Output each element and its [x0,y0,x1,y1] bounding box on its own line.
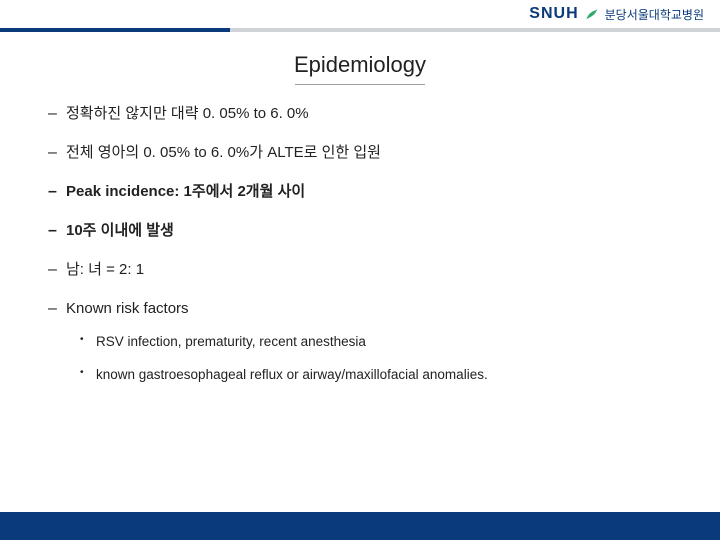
bullet-item: Known risk factors RSV infection, prematu… [48,298,672,385]
bullet-text: 10주 이내에 발생 [66,222,174,239]
slide-page: SNUH 분당서울대학교병원 Epidemiology 정확하진 않지만 대략 … [0,0,720,540]
bullet-item: 전체 영아의 0. 05% to 6. 0%가 ALTE로 인한 입원 [48,142,672,163]
content-area: Epidemiology 정확하진 않지만 대략 0. 05% to 6. 0%… [0,32,720,540]
bullet-text: Known risk factors [66,300,189,317]
bullet-list: 정확하진 않지만 대략 0. 05% to 6. 0% 전체 영아의 0. 05%… [48,103,672,385]
org-logo: SNUH 분당서울대학교병원 [529,5,704,23]
sub-bullet-item: known gastroesophageal reflux or airway/… [66,366,672,385]
page-title: Epidemiology [48,46,672,84]
bullet-item: Peak incidence: 1주에서 2개월 사이 [48,181,672,202]
logo-text: SNUH [529,5,578,23]
sub-bullet-item: RSV infection, prematurity, recent anest… [66,333,672,352]
bullet-text: Peak incidence: 1주에서 2개월 사이 [66,183,305,200]
bullet-item: 10주 이내에 발생 [48,220,672,241]
sub-bullet-text: RSV infection, prematurity, recent anest… [96,334,366,349]
footer-bar [0,512,720,540]
leaf-icon [585,7,599,21]
bullet-text: 남: 녀 = 2: 1 [66,261,144,278]
sub-bullet-text: known gastroesophageal reflux or airway/… [96,367,488,382]
bullet-item: 남: 녀 = 2: 1 [48,259,672,280]
bullet-text: 정확하진 않지만 대략 0. 05% to 6. 0% [66,105,309,122]
logo-sub-text: 분당서울대학교병원 [605,6,704,23]
sub-bullet-list: RSV infection, prematurity, recent anest… [66,333,672,385]
title-underline [295,84,425,85]
header: SNUH 분당서울대학교병원 [0,0,720,28]
bullet-text: 전체 영아의 0. 05% to 6. 0%가 ALTE로 인한 입원 [66,144,381,161]
bullet-item: 정확하진 않지만 대략 0. 05% to 6. 0% [48,103,672,124]
